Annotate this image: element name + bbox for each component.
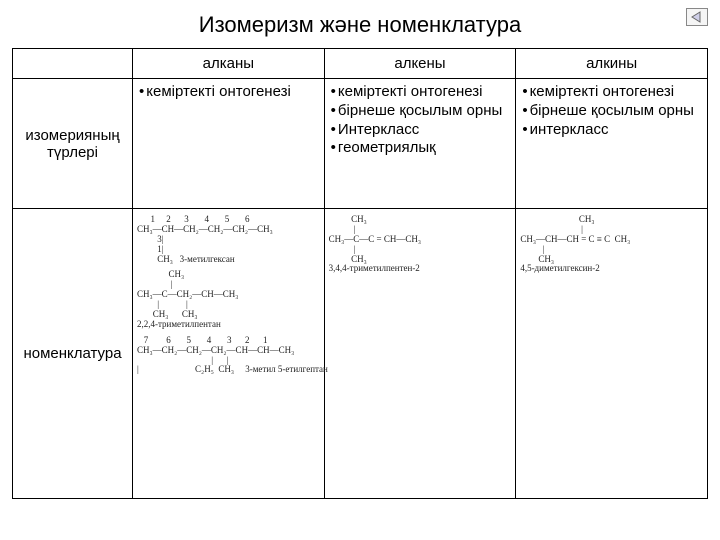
list-item: бірнеше қосылым орны bbox=[522, 102, 701, 121]
chem-formula: CH₃ | CH₃—C—C = CH—CH₃ | CH₃ 3,4,4-триме… bbox=[329, 215, 512, 274]
list-item: кеміртекті онтогенезі bbox=[522, 83, 701, 102]
header-alkany: алканы bbox=[133, 49, 325, 79]
list-item: кеміртекті онтогенезі bbox=[139, 83, 318, 102]
list-item: Интеркласс bbox=[331, 121, 510, 140]
chem-formula: CH₃ | CH₃—CH—CH = C ≡ C CH₃ | CH₃ 4,5-ди… bbox=[520, 215, 703, 274]
chem-formula: CH₃ | CH₃—C—CH₂—CH—CH₃ | | CH₃ CH₃ 2,2,4… bbox=[137, 270, 320, 329]
list-item: кеміртекті онтогенезі bbox=[331, 83, 510, 102]
cell-alkiny-nomen: CH₃ | CH₃—CH—CH = C ≡ C CH₃ | CH₃ 4,5-ди… bbox=[516, 209, 708, 499]
cell-alkeny-nomen: CH₃ | CH₃—C—C = CH—CH₃ | CH₃ 3,4,4-триме… bbox=[324, 209, 516, 499]
slide-title: Изомеризм және номенклатура bbox=[12, 12, 708, 38]
header-alkiny: алкины bbox=[516, 49, 708, 79]
nomen-row-label: номенклатура bbox=[13, 209, 133, 499]
cell-alkeny-isomer: кеміртекті онтогенезі бірнеше қосылым ор… bbox=[324, 79, 516, 209]
isomer-row: изомерияның түрлері кеміртекті онтогенез… bbox=[13, 79, 708, 209]
header-row: алканы алкены алкины bbox=[13, 49, 708, 79]
content-table: алканы алкены алкины изомерияның түрлері… bbox=[12, 48, 708, 499]
chem-formula: 1 2 3 4 5 6 CH₃—CH—CH₂—CH₂—CH₂—CH₃ 3| 1|… bbox=[137, 215, 320, 264]
isomer-row-label: изомерияның түрлері bbox=[13, 79, 133, 209]
list-item: бірнеше қосылым орны bbox=[331, 102, 510, 121]
cell-alkany-nomen: 1 2 3 4 5 6 CH₃—CH—CH₂—CH₂—CH₂—CH₃ 3| 1|… bbox=[133, 209, 325, 499]
chem-formula: 7 6 5 4 3 2 1 CH₃—CH₂—CH₂—CH₂—CH—CH—CH₃ … bbox=[137, 336, 320, 376]
back-button[interactable] bbox=[686, 8, 708, 26]
cell-alkiny-isomer: кеміртекті онтогенезі бірнеше қосылым ор… bbox=[516, 79, 708, 209]
slide-root: Изомеризм және номенклатура алканы алкен… bbox=[0, 0, 720, 540]
header-blank bbox=[13, 49, 133, 79]
cell-alkany-isomer: кеміртекті онтогенезі bbox=[133, 79, 325, 209]
header-alkeny: алкены bbox=[324, 49, 516, 79]
list-item: интеркласс bbox=[522, 121, 701, 140]
nomen-row: номенклатура 1 2 3 4 5 6 CH₃—CH—CH₂—CH₂—… bbox=[13, 209, 708, 499]
list-item: геометриялық bbox=[331, 139, 510, 158]
